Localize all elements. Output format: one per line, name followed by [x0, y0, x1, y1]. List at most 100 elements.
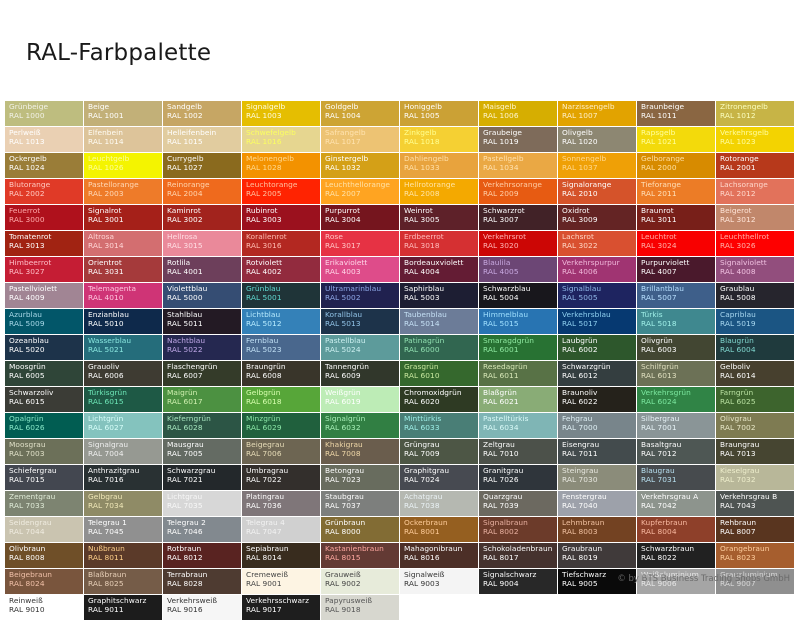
- color-swatch[interactable]: Reinweiß RAL 9010: [5, 595, 83, 620]
- color-swatch[interactable]: Sandgelb RAL 1002: [163, 101, 241, 126]
- color-swatch[interactable]: Chromoxidgrün RAL 6020: [400, 387, 478, 412]
- color-swatch[interactable]: Eisengrau RAL 7011: [558, 439, 636, 464]
- color-swatch[interactable]: Gelbgrau RAL 7034: [84, 491, 162, 516]
- color-swatch[interactable]: Fenstergrau RAL 7040: [558, 491, 636, 516]
- color-swatch[interactable]: Leuchtorange RAL 2005: [242, 179, 320, 204]
- color-swatch[interactable]: Blaugrün RAL 6004: [716, 335, 794, 360]
- color-swatch[interactable]: Tieforange RAL 2011: [637, 179, 715, 204]
- color-swatch[interactable]: Signalblau RAL 5005: [558, 283, 636, 308]
- color-swatch[interactable]: Minzgrün RAL 6029: [242, 413, 320, 438]
- color-swatch[interactable]: Graualuminium RAL 9007: [716, 569, 794, 594]
- color-swatch[interactable]: Verkehrsgelb RAL 1023: [716, 127, 794, 152]
- color-swatch[interactable]: Purpurrot RAL 3004: [321, 205, 399, 230]
- color-swatch[interactable]: Wasserblau RAL 5021: [84, 335, 162, 360]
- color-swatch[interactable]: Schwarzbraun RAL 8022: [637, 543, 715, 568]
- color-swatch[interactable]: Kieselgrau RAL 7032: [716, 465, 794, 490]
- color-swatch[interactable]: Türkis RAL 5018: [637, 309, 715, 334]
- color-swatch[interactable]: Grünblau RAL 5001: [242, 283, 320, 308]
- color-swatch[interactable]: Silbergrau RAL 7001: [637, 413, 715, 438]
- color-swatch[interactable]: Saphirblau RAL 5003: [400, 283, 478, 308]
- color-swatch[interactable]: Moosgrün RAL 6005: [5, 361, 83, 386]
- color-swatch[interactable]: Signalschwarz RAL 9004: [479, 569, 557, 594]
- color-swatch[interactable]: Beigerot RAL 3012: [716, 205, 794, 230]
- color-swatch[interactable]: Schwarzrot RAL 3007: [479, 205, 557, 230]
- color-swatch[interactable]: Ockerbraun RAL 8001: [400, 517, 478, 542]
- color-swatch[interactable]: Pastellblau RAL 5024: [321, 335, 399, 360]
- color-swatch[interactable]: Korallblau RAL 5013: [321, 309, 399, 334]
- color-swatch[interactable]: Schwarzblau RAL 5004: [479, 283, 557, 308]
- color-swatch[interactable]: Braungrau RAL 7013: [716, 439, 794, 464]
- color-swatch[interactable]: Ginstergelb RAL 1032: [321, 153, 399, 178]
- color-swatch[interactable]: Maigrün RAL 6017: [163, 387, 241, 412]
- color-swatch[interactable]: Reinorange RAL 2004: [163, 179, 241, 204]
- color-swatch[interactable]: Verkehrsgrau B RAL 7043: [716, 491, 794, 516]
- color-swatch[interactable]: Schwefelgelb RAL 1016: [242, 127, 320, 152]
- color-swatch[interactable]: Lichtgrün RAL 6027: [84, 413, 162, 438]
- color-swatch[interactable]: Enzianblau RAL 5010: [84, 309, 162, 334]
- color-swatch[interactable]: Cremeweiß RAL 9001: [242, 569, 320, 594]
- color-swatch[interactable]: Olivgrau RAL 7002: [716, 413, 794, 438]
- color-swatch[interactable]: Smaragdgrün RAL 6001: [479, 335, 557, 360]
- color-swatch[interactable]: Kastanienbraun RAL 8015: [321, 543, 399, 568]
- color-swatch[interactable]: Signalrot RAL 3001: [84, 205, 162, 230]
- color-swatch[interactable]: Weinrot RAL 3005: [400, 205, 478, 230]
- color-swatch[interactable]: Signalgrau RAL 7004: [84, 439, 162, 464]
- color-swatch[interactable]: Olivgelb RAL 1020: [558, 127, 636, 152]
- color-swatch[interactable]: Blaßgrün RAL 6021: [479, 387, 557, 412]
- color-swatch[interactable]: Leuchtrot RAL 3024: [637, 231, 715, 256]
- color-swatch[interactable]: Lichtgrau RAL 7035: [163, 491, 241, 516]
- color-swatch[interactable]: Fehgrau RAL 7000: [558, 413, 636, 438]
- color-swatch[interactable]: Rotviolett RAL 4002: [242, 257, 320, 282]
- color-swatch[interactable]: Mahagonibraun RAL 8016: [400, 543, 478, 568]
- color-swatch[interactable]: Capriblau RAL 5019: [716, 309, 794, 334]
- color-swatch[interactable]: Grüngrau RAL 7009: [400, 439, 478, 464]
- color-swatch[interactable]: Signalgrün RAL 6032: [321, 413, 399, 438]
- color-swatch[interactable]: Kaminrot RAL 3002: [163, 205, 241, 230]
- color-swatch[interactable]: Farngrün RAL 6025: [716, 387, 794, 412]
- color-swatch[interactable]: Olivgrün RAL 6003: [637, 335, 715, 360]
- color-swatch[interactable]: Orangebraun RAL 8023: [716, 543, 794, 568]
- color-swatch[interactable]: Signalgelb RAL 1003: [242, 101, 320, 126]
- color-swatch[interactable]: Weißaluminium RAL 9006: [637, 569, 715, 594]
- color-swatch[interactable]: Pastellviolett RAL 4009: [5, 283, 83, 308]
- color-swatch[interactable]: Goldgelb RAL 1004: [321, 101, 399, 126]
- color-swatch[interactable]: Pastelltürkis RAL 6034: [479, 413, 557, 438]
- color-swatch[interactable]: Weißgrün RAL 6019: [321, 387, 399, 412]
- color-swatch[interactable]: Elfenbein RAL 1014: [84, 127, 162, 152]
- color-swatch[interactable]: Melonengelb RAL 1028: [242, 153, 320, 178]
- color-swatch[interactable]: Lehmbraun RAL 8003: [558, 517, 636, 542]
- color-swatch[interactable]: Himbeerrot RAL 3027: [5, 257, 83, 282]
- color-swatch[interactable]: Himmelblau RAL 5015: [479, 309, 557, 334]
- color-swatch[interactable]: Graubraun RAL 8019: [558, 543, 636, 568]
- color-swatch[interactable]: Lachsrot RAL 3022: [558, 231, 636, 256]
- color-swatch[interactable]: Moosgrau RAL 7003: [5, 439, 83, 464]
- color-swatch[interactable]: Zementgrau RAL 7033: [5, 491, 83, 516]
- color-swatch[interactable]: Steingrau RAL 7030: [558, 465, 636, 490]
- color-swatch[interactable]: Verkehrsorange RAL 2009: [479, 179, 557, 204]
- color-swatch[interactable]: Graphitschwarz RAL 9011: [84, 595, 162, 620]
- color-swatch[interactable]: Schilfgrün RAL 6013: [637, 361, 715, 386]
- color-swatch[interactable]: Opalgrün RAL 6026: [5, 413, 83, 438]
- color-swatch[interactable]: Grünbeige RAL 1000: [5, 101, 83, 126]
- color-swatch[interactable]: Schokoladenbraun RAL 8017: [479, 543, 557, 568]
- color-swatch[interactable]: Maisgelb RAL 1006: [479, 101, 557, 126]
- color-swatch[interactable]: Ultramarinblau RAL 5002: [321, 283, 399, 308]
- color-swatch[interactable]: Sepiabraun RAL 8014: [242, 543, 320, 568]
- color-swatch[interactable]: Betongrau RAL 7023: [321, 465, 399, 490]
- color-swatch[interactable]: Grauoliv RAL 6006: [84, 361, 162, 386]
- color-swatch[interactable]: Helleifenbein RAL 1015: [163, 127, 241, 152]
- color-swatch[interactable]: Bordeauxviolett RAL 4004: [400, 257, 478, 282]
- color-swatch[interactable]: Khakigrau RAL 7008: [321, 439, 399, 464]
- color-swatch[interactable]: Oxidrot RAL 3009: [558, 205, 636, 230]
- color-swatch[interactable]: Perlweiß RAL 1013: [5, 127, 83, 152]
- color-swatch[interactable]: Blaugrau RAL 7031: [637, 465, 715, 490]
- color-swatch[interactable]: Laubgrün RAL 6002: [558, 335, 636, 360]
- color-swatch[interactable]: Ozeanblau RAL 5020: [5, 335, 83, 360]
- color-swatch[interactable]: Braunoliv RAL 6022: [558, 387, 636, 412]
- color-swatch[interactable]: Achatgrau RAL 7038: [400, 491, 478, 516]
- color-swatch[interactable]: Korallenrot RAL 3016: [242, 231, 320, 256]
- color-swatch[interactable]: Beigebraun RAL 8024: [5, 569, 83, 594]
- color-swatch[interactable]: Violettblau RAL 5000: [163, 283, 241, 308]
- color-swatch[interactable]: Zeltgrau RAL 7010: [479, 439, 557, 464]
- color-swatch[interactable]: Purpurviolett RAL 4007: [637, 257, 715, 282]
